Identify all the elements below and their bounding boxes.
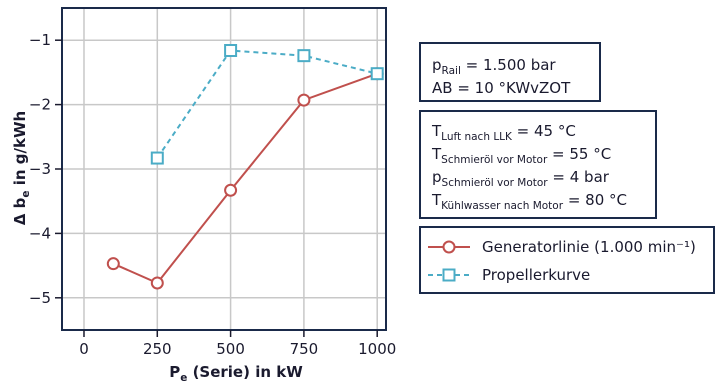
info-line-t-schmieroel: TSchmieröl vor Motor = 55 °C [431, 145, 611, 166]
x-axis-label: Pe (Serie) in kW [169, 363, 303, 382]
x-tick-label: 250 [143, 340, 172, 358]
legend-marker-circle [442, 240, 456, 254]
info-line-t-luft: TLuft nach LLK = 45 °C [431, 122, 576, 143]
ticks: 0 250 500 750 1000 −1 −2 −3 −4 −5 [29, 31, 396, 358]
data-point-circle [106, 257, 120, 271]
x-tick-label: 1000 [358, 340, 396, 358]
y-tick-label: −5 [29, 289, 51, 307]
info-line-t-kuehlwasser: TKühlwasser nach Motor = 80 °C [431, 191, 627, 212]
x-tick-label: 0 [79, 340, 89, 358]
legend-entry-propellerkurve: Propellerkurve [428, 266, 590, 284]
legend-box [419, 226, 715, 294]
y-tick-label: −4 [29, 224, 51, 242]
data-point-circle [150, 276, 164, 290]
series-line-1 [156, 49, 378, 159]
info-line-p-rail: pRail = 1.500 bar [432, 56, 556, 77]
y-axis-label: Δ be in g/kWh [11, 111, 32, 225]
data-point-square [224, 44, 238, 58]
y-tick-label: −3 [29, 160, 51, 178]
data-point-square [150, 151, 164, 165]
legend-label-propellerkurve: Propellerkurve [482, 266, 590, 284]
legend-marker-square [442, 268, 456, 282]
info-line-p-schmieroel: pSchmieröl vor Motor = 4 bar [432, 168, 610, 189]
y-tick-label: −1 [29, 31, 51, 49]
y-tick-label: −2 [29, 96, 51, 114]
data-point-square [370, 67, 384, 81]
info-box-conditions [419, 110, 657, 219]
data-point-circle [297, 93, 311, 107]
legend-label-generatorlinie: Generatorlinie (1.000 min⁻¹) [482, 238, 696, 256]
series-layer [106, 44, 384, 290]
x-tick-label: 500 [216, 340, 245, 358]
x-tick-label: 750 [290, 340, 319, 358]
info-line-ab: AB = 10 °KWvZOT [432, 79, 571, 97]
data-point-circle [224, 183, 238, 197]
grid [62, 8, 386, 330]
legend-entry-generatorlinie: Generatorlinie (1.000 min⁻¹) [428, 238, 696, 256]
info-box-rail [419, 42, 601, 102]
data-point-square [297, 49, 311, 63]
